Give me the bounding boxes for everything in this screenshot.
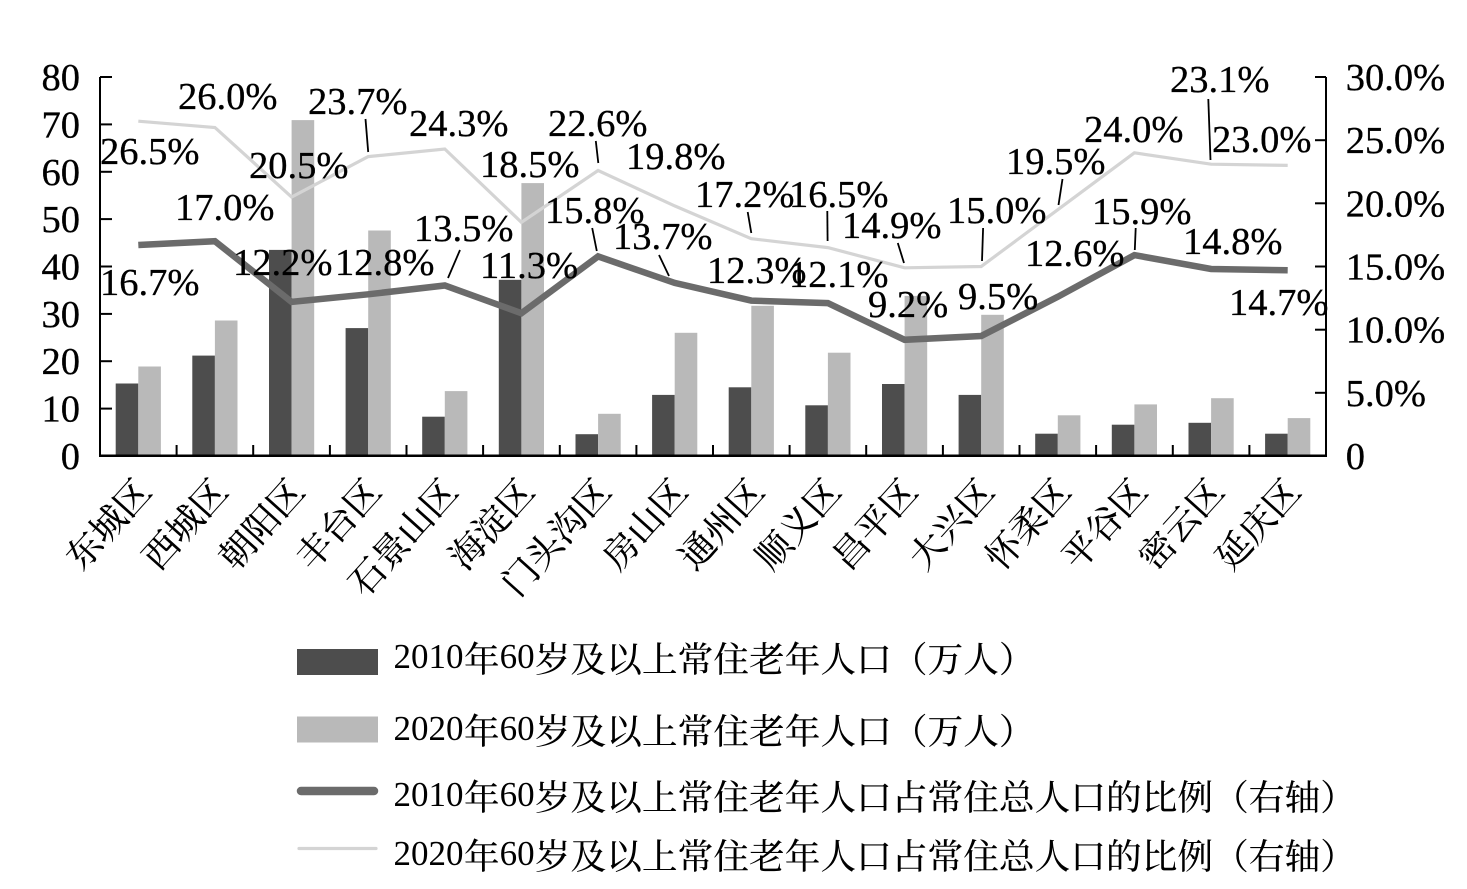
svg-text:15.0%: 15.0% (947, 190, 1046, 232)
svg-text:12.6%: 12.6% (1025, 233, 1124, 275)
svg-text:25.0%: 25.0% (1346, 120, 1445, 162)
svg-text:15.0%: 15.0% (1346, 247, 1445, 289)
svg-text:23.1%: 23.1% (1170, 59, 1269, 101)
svg-text:20.0%: 20.0% (1346, 183, 1445, 225)
svg-text:18.5%: 18.5% (480, 144, 579, 186)
svg-text:30: 30 (42, 294, 81, 336)
svg-text:11.3%: 11.3% (480, 245, 578, 287)
svg-text:12.2%: 12.2% (233, 242, 332, 284)
svg-text:17.0%: 17.0% (175, 187, 274, 229)
svg-text:2020: 2020 (394, 709, 464, 748)
svg-text:23.0%: 23.0% (1212, 119, 1311, 161)
svg-text:19.8%: 19.8% (626, 136, 725, 178)
svg-text:2020: 2020 (394, 834, 464, 873)
svg-text:60: 60 (500, 775, 535, 814)
svg-text:5.0%: 5.0% (1346, 373, 1426, 415)
svg-text:0: 0 (61, 436, 80, 478)
svg-text:10.0%: 10.0% (1346, 310, 1445, 352)
svg-text:2010: 2010 (394, 637, 464, 676)
svg-text:20: 20 (42, 341, 81, 383)
svg-text:20.5%: 20.5% (249, 145, 348, 187)
svg-text:14.7%: 14.7% (1229, 282, 1328, 324)
svg-text:60: 60 (42, 152, 81, 194)
svg-text:2010: 2010 (394, 775, 464, 814)
svg-text:16.7%: 16.7% (100, 262, 199, 304)
svg-text:9.5%: 9.5% (958, 276, 1038, 318)
svg-text:23.7%: 23.7% (308, 81, 407, 123)
svg-text:17.2%: 17.2% (695, 174, 794, 216)
svg-text:0: 0 (1346, 436, 1365, 478)
svg-text:10: 10 (42, 389, 81, 431)
svg-text:80: 80 (42, 57, 81, 99)
svg-text:13.7%: 13.7% (613, 216, 712, 258)
svg-text:70: 70 (42, 104, 81, 146)
svg-text:50: 50 (42, 199, 81, 241)
svg-text:60: 60 (500, 637, 535, 676)
svg-text:13.5%: 13.5% (414, 208, 513, 250)
svg-text:14.8%: 14.8% (1183, 221, 1282, 263)
svg-text:9.2%: 9.2% (868, 284, 948, 326)
svg-text:40: 40 (42, 247, 81, 289)
svg-text:26.5%: 26.5% (100, 131, 199, 173)
svg-text:24.3%: 24.3% (409, 103, 508, 145)
svg-text:60: 60 (500, 709, 535, 748)
svg-text:30.0%: 30.0% (1346, 57, 1445, 99)
svg-text:24.0%: 24.0% (1084, 109, 1183, 151)
svg-text:14.9%: 14.9% (842, 205, 941, 247)
svg-text:26.0%: 26.0% (178, 76, 277, 118)
svg-text:15.9%: 15.9% (1092, 191, 1191, 233)
svg-text:60: 60 (500, 834, 535, 873)
